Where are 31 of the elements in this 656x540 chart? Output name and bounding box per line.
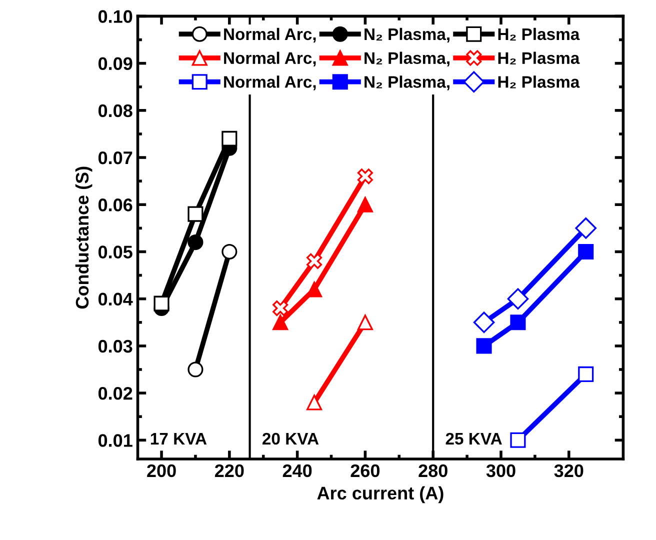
legend-label: N₂ Plasma,: [364, 28, 450, 43]
x-tick-label: 200: [147, 464, 176, 478]
x-tick-label: 300: [486, 464, 516, 478]
y-tick-label: 0.09: [98, 57, 132, 70]
y-tick-label: 0.06: [98, 198, 132, 212]
annotation: 20 KVA: [262, 432, 319, 445]
x-tick-label: 220: [214, 464, 244, 478]
x-axis-title: Arc current (A): [317, 486, 444, 504]
legend-label: Normal Arc,: [224, 28, 316, 43]
legend-label: Normal Arc,: [224, 76, 316, 90]
legend-label: Normal Arc,: [224, 52, 316, 66]
y-tick-label: 0.08: [98, 104, 132, 118]
legend-label: N₂ Plasma,: [364, 76, 450, 90]
y-tick-label: 0.03: [98, 340, 132, 353]
annotation: 17 KVA: [150, 433, 207, 444]
y-tick-label: 0.04: [98, 292, 133, 306]
legend-label: H₂ Plasma: [498, 52, 580, 64]
y-tick-label: 0.07: [98, 151, 132, 164]
x-tick-label: 320: [554, 464, 584, 478]
x-tick-label: 240: [282, 464, 312, 478]
legend-label: H₂ Plasma: [498, 76, 580, 88]
y-tick-label: 0.02: [98, 386, 132, 400]
annotation: 25 KVA: [446, 432, 502, 445]
legend-label: H₂ Plasma: [498, 28, 580, 40]
y-tick-label: 0.10: [98, 10, 132, 23]
x-tick-label: 260: [350, 464, 380, 478]
y-tick-label: 0.05: [98, 246, 132, 258]
legend-label: N₂ Plasma,: [364, 52, 450, 66]
y-axis-title: Conductance (S): [75, 166, 92, 309]
x-tick-label: 280: [418, 464, 448, 478]
y-tick-label: 0.01: [98, 434, 132, 447]
